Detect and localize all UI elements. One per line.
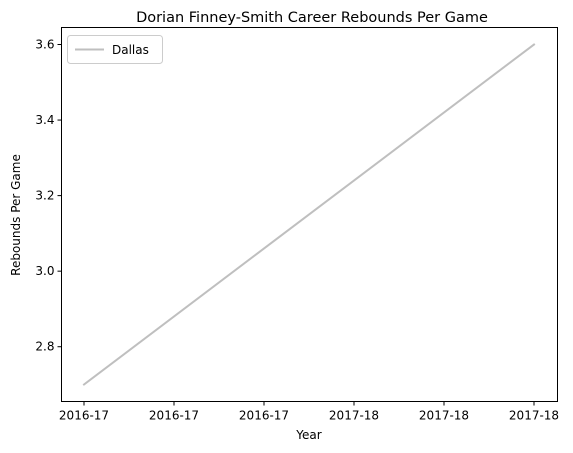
legend-label-dallas: Dallas [112, 43, 149, 57]
x-axis-ticks: 2016-17 2016-17 2016-17 2017-18 2017-18 2017-… [59, 401, 559, 423]
x-tick-label: 2017-18 [509, 409, 559, 423]
y-tick-label: 3.2 [35, 189, 54, 203]
y-axis-ticks: 2.8 3.0 3.2 3.4 3.6 [35, 38, 62, 354]
y-tick-label: 3.0 [35, 264, 54, 278]
x-axis-label: Year [295, 428, 321, 442]
x-tick-label: 2017-18 [419, 409, 469, 423]
plot-area: 2.83.03.23.43.6 2016-17 2016-17 2016-17 201… [35, 27, 559, 423]
legend-box [67, 35, 163, 64]
x-tick-label: 2016-17 [239, 409, 289, 423]
y-tick-label: 2.8 [35, 340, 54, 354]
x-tick-label: 2017-18 [329, 409, 379, 423]
series-layer [82, 43, 536, 386]
y-tick-label: 3.4 [35, 113, 54, 127]
y-tick-label: 3.6 [35, 38, 54, 52]
chart-title: Dorian Finney-Smith Career Rebounds Per … [136, 10, 488, 26]
series-line-dallas [82, 43, 536, 386]
x-tick-label: 2016-17 [149, 409, 199, 423]
x-tick-label: 2016-17 [59, 409, 109, 423]
legend: Dallas [67, 35, 163, 64]
y-axis-label: Rebounds Per Game [9, 154, 23, 276]
